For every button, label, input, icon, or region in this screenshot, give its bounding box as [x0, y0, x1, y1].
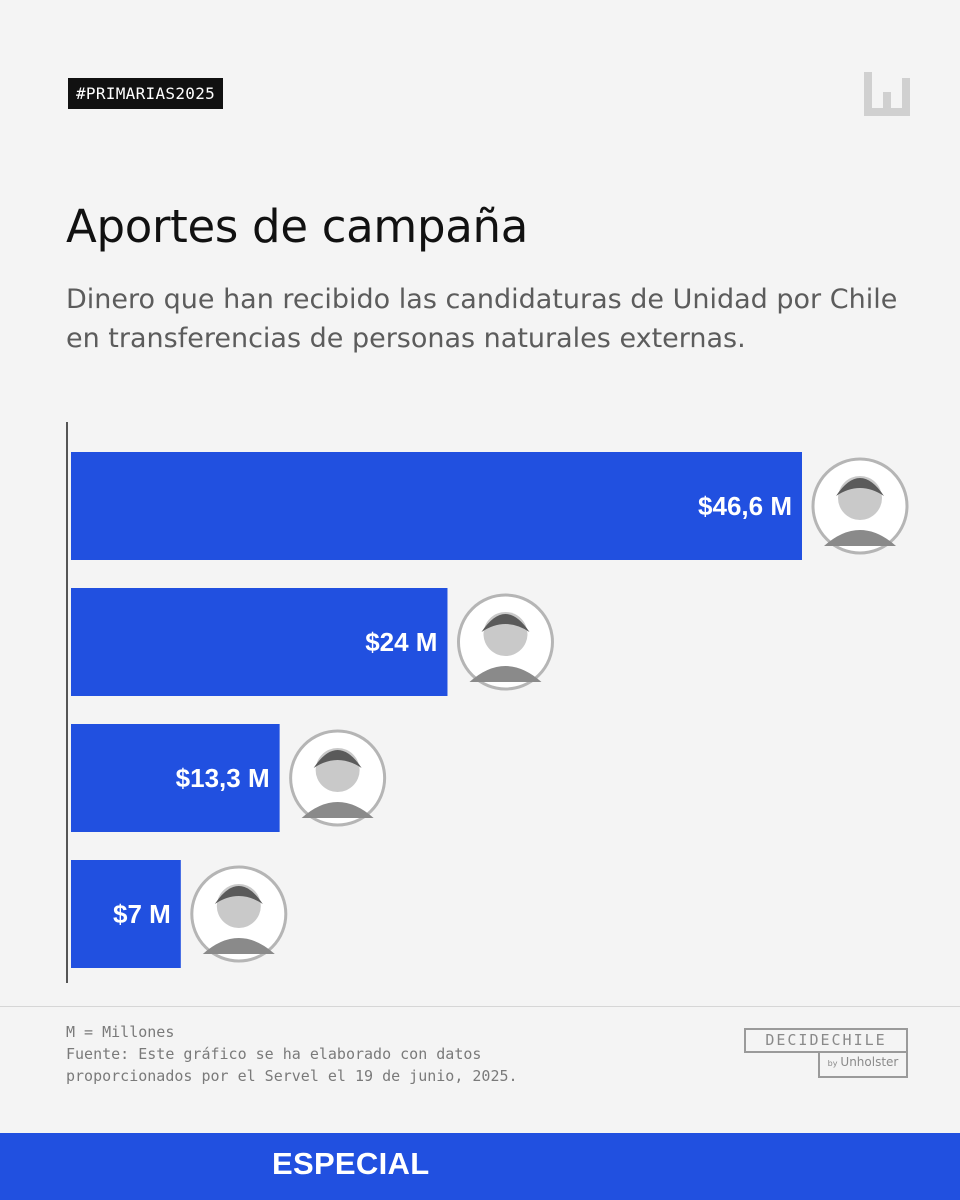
page-title: Aportes de campaña: [66, 200, 529, 253]
brand-name: DECIDECHILE: [744, 1028, 908, 1053]
brand-byline: by Unholster: [818, 1051, 908, 1078]
candidate-photo-4-avatar-icon: [190, 865, 288, 963]
bar-3: [71, 724, 280, 832]
footer-label: ESPECIAL: [272, 1146, 430, 1181]
bar-4: [71, 860, 181, 968]
bar-1: [71, 452, 802, 560]
bar-chart: $46,6 M $24 M $13,3 M $7 M: [66, 422, 909, 983]
brand-company: Unholster: [840, 1055, 899, 1069]
source-note-line-2: proporcionados por el Servel el 19 de ju…: [66, 1067, 518, 1085]
bar-value-label-2: $24 M: [365, 627, 437, 657]
candidate-photo-2-avatar-icon: [456, 593, 554, 691]
bar-2: [71, 588, 448, 696]
chart-notes: M = Millones Fuente: Este gráfico se ha …: [66, 1021, 518, 1087]
candidate-photo-1-avatar-icon: [811, 457, 909, 555]
y-axis-line: [66, 422, 68, 983]
decidechile-brand-logo: DECIDECHILE by Unholster: [744, 1028, 908, 1078]
units-note: M = Millones: [66, 1023, 175, 1041]
page-subtitle: Dinero que han recibido las candidaturas…: [66, 284, 898, 354]
candidate-photo-3-avatar-icon: [289, 729, 387, 827]
hashtag-badge: #PRIMARIAS2025: [68, 78, 224, 109]
source-note-line-1: Fuente: Este gráfico se ha elaborado con…: [66, 1045, 482, 1063]
bar-value-label-4: $7 M: [113, 899, 171, 929]
brand-by: by: [827, 1059, 838, 1068]
bar-value-label-3: $13,3 M: [176, 763, 270, 793]
footer-divider: [0, 1006, 960, 1007]
bar-value-label-1: $46,6 M: [698, 491, 792, 521]
footer-banner: ESPECIAL: [0, 1133, 960, 1200]
unholster-bars-logo-icon: [864, 72, 910, 116]
